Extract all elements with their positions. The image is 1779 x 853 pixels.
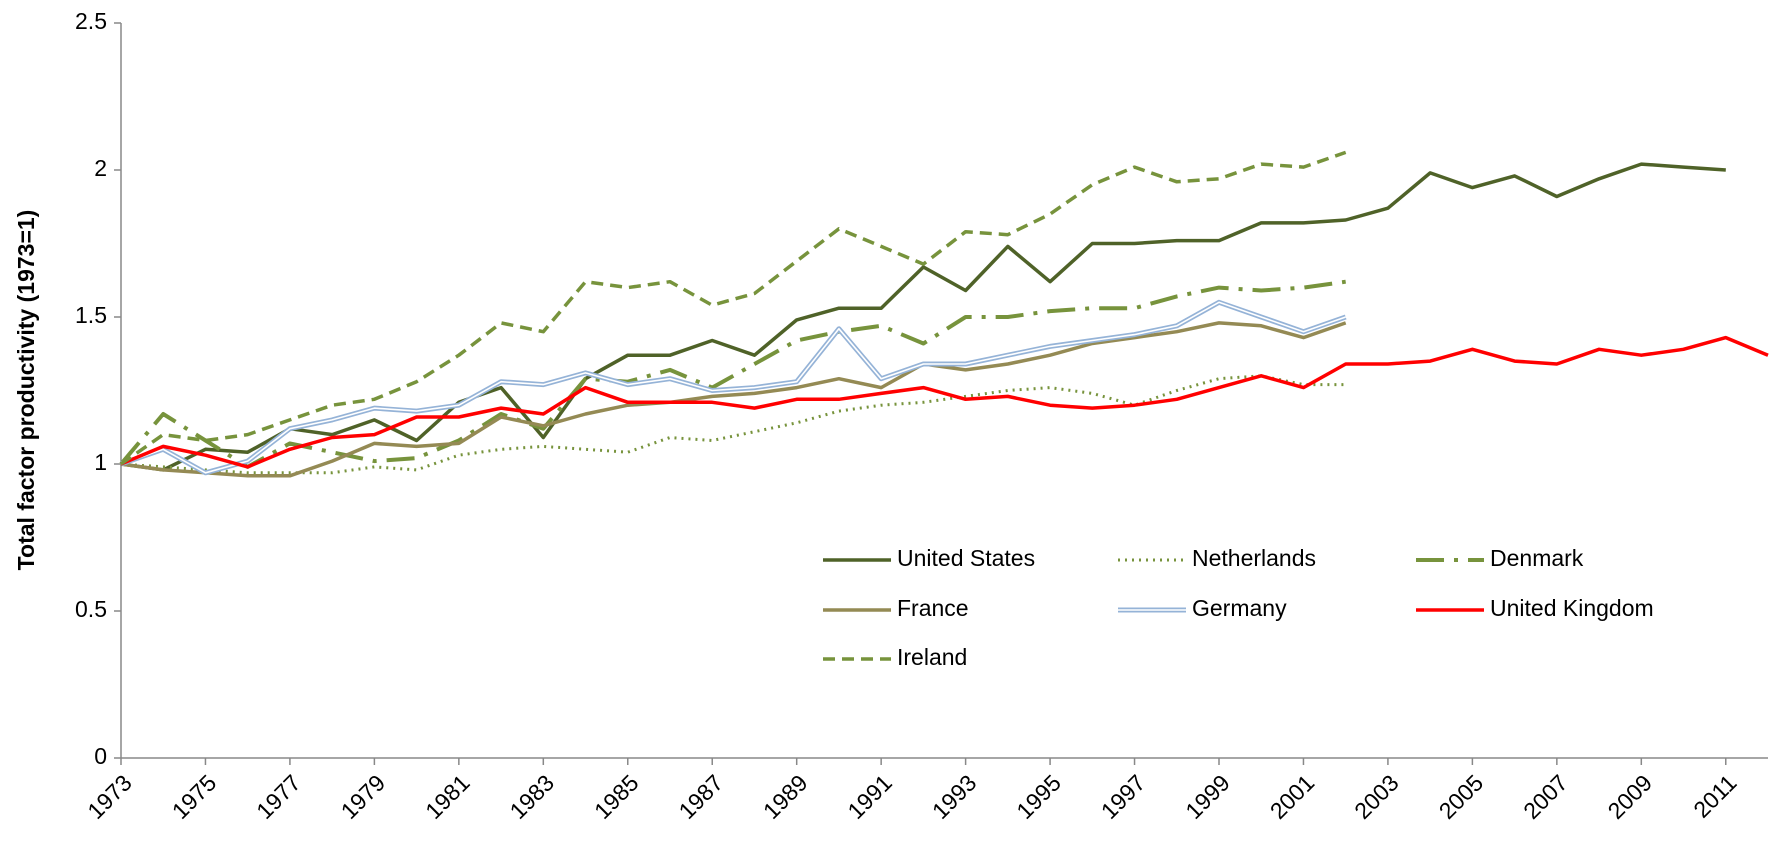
y-tick-label: 1.5 <box>75 302 107 328</box>
series-line <box>120 321 1347 478</box>
series-line <box>119 150 1347 466</box>
x-tick-label: 1981 <box>420 769 475 824</box>
legend-label: France <box>897 595 969 621</box>
y-axis-label: Total factor productivity (1973=1) <box>13 210 39 571</box>
y-tick-label: 2 <box>94 155 107 181</box>
legend-label: Germany <box>1192 595 1287 621</box>
series-line <box>120 374 1346 475</box>
legend-label: Netherlands <box>1192 545 1316 571</box>
x-tick-label: 1983 <box>505 769 560 824</box>
series-line-inner <box>120 301 1346 474</box>
legend-label: Ireland <box>897 644 967 670</box>
x-tick-label: 1993 <box>927 769 982 824</box>
legend-label: United States <box>897 545 1035 571</box>
series-line <box>119 279 1346 469</box>
x-tick-label: 2005 <box>1434 769 1489 824</box>
x-tick-label: 1997 <box>1096 769 1151 824</box>
x-tick-label: 1975 <box>167 769 222 824</box>
x-tick-label: 1973 <box>82 769 137 824</box>
y-tick-label: 1 <box>94 449 107 475</box>
x-tick-label: 2001 <box>1265 769 1320 824</box>
y-tick-label: 0 <box>94 743 107 769</box>
legend-label: United Kingdom <box>1490 595 1654 621</box>
x-tick-label: 2003 <box>1349 769 1404 824</box>
x-tick-label: 1989 <box>758 769 813 824</box>
x-tick-label: 2009 <box>1603 769 1658 824</box>
legend-label: Denmark <box>1490 545 1584 571</box>
series-line <box>120 162 1726 472</box>
x-tick-label: 1991 <box>842 769 897 824</box>
x-tick-label: 2007 <box>1518 769 1573 824</box>
x-tick-label: 1987 <box>673 769 728 824</box>
x-tick-label: 1977 <box>251 769 306 824</box>
y-tick-label: 0.5 <box>75 596 107 622</box>
x-tick-label: 2011 <box>1688 769 1741 822</box>
y-tick-label: 2.5 <box>75 8 107 34</box>
x-tick-label: 1995 <box>1011 769 1066 824</box>
x-tick-label: 1985 <box>589 769 644 824</box>
x-tick-label: 1999 <box>1180 769 1235 824</box>
series-line <box>120 335 1769 469</box>
x-tick-label: 1979 <box>336 769 391 824</box>
